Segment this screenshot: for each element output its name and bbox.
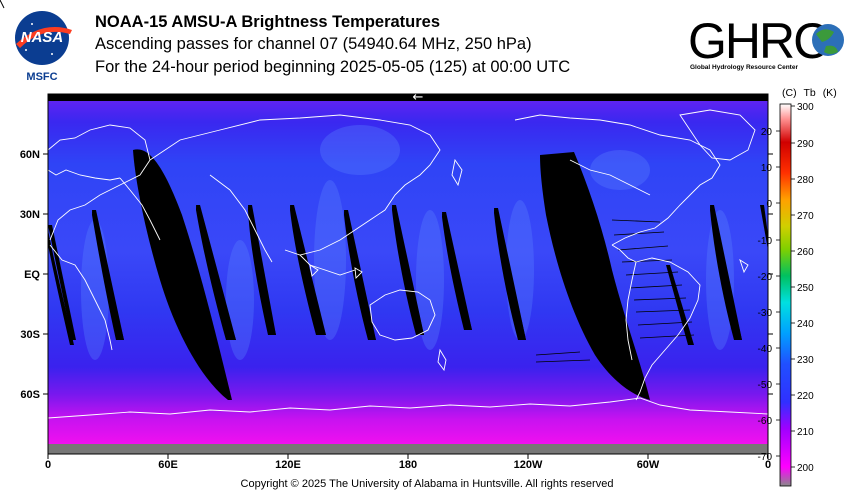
lon-label-60e: 60E — [158, 459, 178, 471]
colorbar-k-270: 270 — [797, 211, 814, 222]
axis-ticks — [43, 153, 773, 459]
subtitle-channel: Ascending passes for channel 07 (54940.6… — [95, 35, 532, 53]
lat-label-60n: 60N — [20, 149, 40, 161]
bottom-band — [48, 444, 768, 454]
colorbar-c-minus30: -30 — [758, 308, 773, 319]
colorbar-c-minus70: -70 — [758, 452, 773, 463]
dateline-arrow-icon: ← — [413, 90, 424, 105]
subtitle-period: For the 24-hour period beginning 2025-05… — [95, 58, 571, 76]
data-gap-swath — [133, 149, 232, 400]
scan-line-hatching — [535, 219, 695, 363]
top-gap-band — [48, 94, 768, 101]
colorbar-c-minus40: -40 — [758, 344, 773, 355]
colorbar-k-250: 250 — [797, 283, 814, 294]
ghrc-subtitle: Global Hydrology Resource Center — [690, 64, 798, 71]
colorbar-c-minus50: -50 — [758, 380, 773, 391]
title-block: NOAA-15 AMSU-A Brightness Temperatures A… — [95, 11, 570, 79]
msfc-wordmark: MSFC — [26, 71, 57, 83]
lat-label-eq: EQ — [24, 269, 40, 281]
ghrc-wordmark: GHRC — [688, 13, 828, 69]
colorbar-c-minus20: -20 — [758, 272, 773, 283]
nasa-logo: NASA MSFC — [12, 10, 76, 84]
colorbar-k-210: 210 — [797, 427, 814, 438]
colorbar-header-tb: Tb — [803, 87, 816, 99]
colorbar-k-260: 260 — [797, 247, 814, 258]
colorbar-c-0: 0 — [766, 199, 772, 210]
lon-label-120w: 120W — [514, 459, 543, 471]
lon-label-60w: 60W — [637, 459, 660, 471]
lon-label-180: 180 — [399, 459, 417, 471]
lat-label-60s: 60S — [20, 389, 40, 401]
coastlines — [48, 109, 768, 419]
colorbar-k-230: 230 — [797, 355, 814, 366]
page-title: NOAA-15 AMSU-A Brightness Temperatures — [95, 13, 441, 31]
lon-label-0-west: 0 — [45, 459, 51, 471]
lon-label-0-east: 0 — [765, 459, 771, 471]
colorbar-k-300: 300 — [797, 102, 814, 113]
colorbar-header-c: (C) — [782, 87, 797, 99]
colorbar-c-10: 10 — [761, 163, 773, 174]
colorbar-c-20: 20 — [761, 127, 773, 138]
lat-label-30s: 30S — [20, 329, 40, 341]
colorbar-k-280: 280 — [797, 175, 814, 186]
lat-label-30n: 30N — [20, 209, 40, 221]
colorbar-k-240: 240 — [797, 319, 814, 330]
lon-label-120e: 120E — [275, 459, 301, 471]
ghrc-logo: GHRC — [688, 10, 848, 80]
data-gap-swath — [540, 152, 650, 400]
colorbar — [779, 103, 792, 487]
colorbar-header: (C) Tb (K) — [782, 87, 837, 99]
corner-mark — [0, 0, 5, 9]
colorbar-c-minus60: -60 — [758, 416, 773, 427]
nasa-wordmark: NASA — [21, 29, 64, 46]
colorbar-c-minus10: -10 — [758, 236, 773, 247]
colorbar-k-290: 290 — [797, 139, 814, 150]
colorbar-ticks — [776, 105, 795, 468]
copyright-notice: Copyright © 2025 The University of Alaba… — [240, 478, 614, 490]
colorbar-k-220: 220 — [797, 391, 814, 402]
colorbar-k-200: 200 — [797, 463, 814, 474]
colorbar-header-k: (K) — [822, 87, 837, 99]
